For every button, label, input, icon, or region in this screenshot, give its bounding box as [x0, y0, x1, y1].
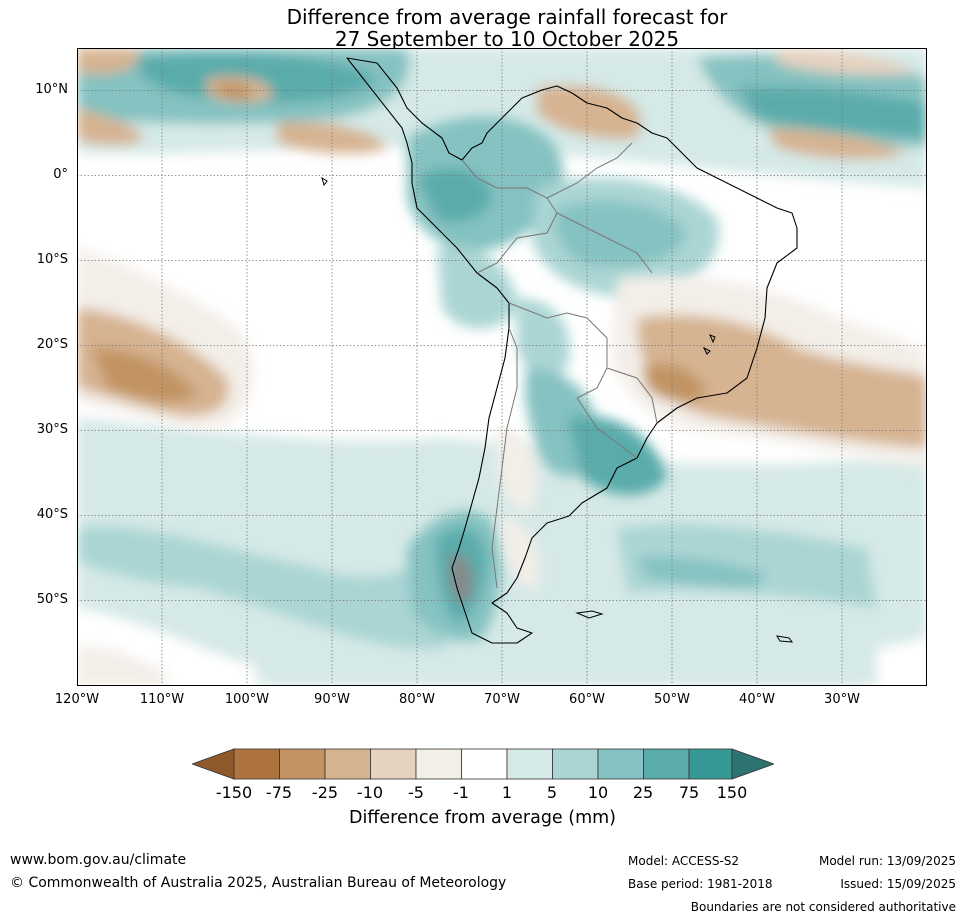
map-frame [77, 48, 927, 686]
brazil-dry-region [612, 275, 927, 468]
colorbar-segment [552, 748, 599, 780]
colorbar-segment [279, 748, 326, 780]
issued-date: Issued: 15/09/2025 [840, 877, 956, 891]
colorbar-tick: -25 [311, 783, 339, 802]
colorbar-segment [597, 748, 644, 780]
lon-label: 30°W [824, 692, 860, 707]
colorbar-tick: 5 [546, 783, 558, 802]
map-title-line-2: 27 September to 10 October 2025 [334, 27, 680, 51]
lon-label: 110°W [139, 692, 185, 707]
colorbar-tick: -10 [356, 783, 384, 802]
lat-label: 30°S [36, 422, 68, 437]
lat-label: 0° [53, 167, 68, 182]
colorbar-extend-low [192, 748, 235, 780]
model-run-date: Model run: 13/09/2025 [818, 854, 956, 868]
colorbar-tick: -150 [215, 783, 253, 802]
colorbar-segment [415, 748, 462, 780]
pacific-dry-band [77, 248, 254, 428]
lat-label: 40°S [36, 507, 68, 522]
colorbar-tick: 75 [678, 783, 700, 802]
lon-label: 100°W [224, 692, 270, 707]
base-period: Base period: 1981-2018 [628, 877, 773, 891]
lon-label: 40°W [739, 692, 775, 707]
islands [321, 176, 794, 643]
colorbar-tick: 10 [587, 783, 609, 802]
graticule [77, 48, 927, 686]
lat-label: 10°N [35, 82, 68, 97]
lat-label: 20°S [36, 337, 68, 352]
map-title-line-1: Difference from average rainfall forecas… [286, 5, 728, 29]
lon-label: 50°W [654, 692, 690, 707]
country-borders [461, 142, 658, 589]
model-name: Model: ACCESS-S2 [628, 854, 740, 868]
lon-label: 60°W [569, 692, 605, 707]
colorbar-extend-high [731, 748, 774, 780]
colorbar-segment [506, 748, 553, 780]
lon-label: 120°W [54, 692, 100, 707]
colorbar [192, 748, 774, 780]
continental-anomalies [407, 116, 719, 589]
website-link[interactable]: www.bom.gov.au/climate [10, 852, 187, 868]
colorbar-segment [370, 748, 417, 780]
lon-label: 80°W [399, 692, 435, 707]
colorbar-tick: -1 [453, 783, 469, 802]
south-america-coastline [346, 57, 798, 644]
colorbar-label: Difference from average (mm) [348, 808, 617, 828]
lat-label: 10°S [36, 252, 68, 267]
colorbar-segment [324, 748, 371, 780]
lon-label: 70°W [484, 692, 520, 707]
colorbar-tick: -5 [408, 783, 424, 802]
copyright-notice: © Commonwealth of Australia 2025, Austra… [10, 875, 507, 891]
colorbar-segment [643, 748, 690, 780]
lon-label: 90°W [314, 692, 350, 707]
boundaries-disclaimer: Boundaries are not considered authoritat… [690, 900, 956, 914]
rainfall-anomaly-map [77, 48, 927, 686]
colorbar-tick: 150 [716, 783, 748, 802]
colorbar-tick: -75 [265, 783, 293, 802]
colorbar-tick: 25 [632, 783, 654, 802]
colorbar-segment [688, 748, 733, 780]
colorbar-segment [233, 748, 280, 780]
colorbar-segment [461, 748, 508, 780]
lat-label: 50°S [36, 592, 68, 607]
colorbar-tick: 1 [501, 783, 513, 802]
